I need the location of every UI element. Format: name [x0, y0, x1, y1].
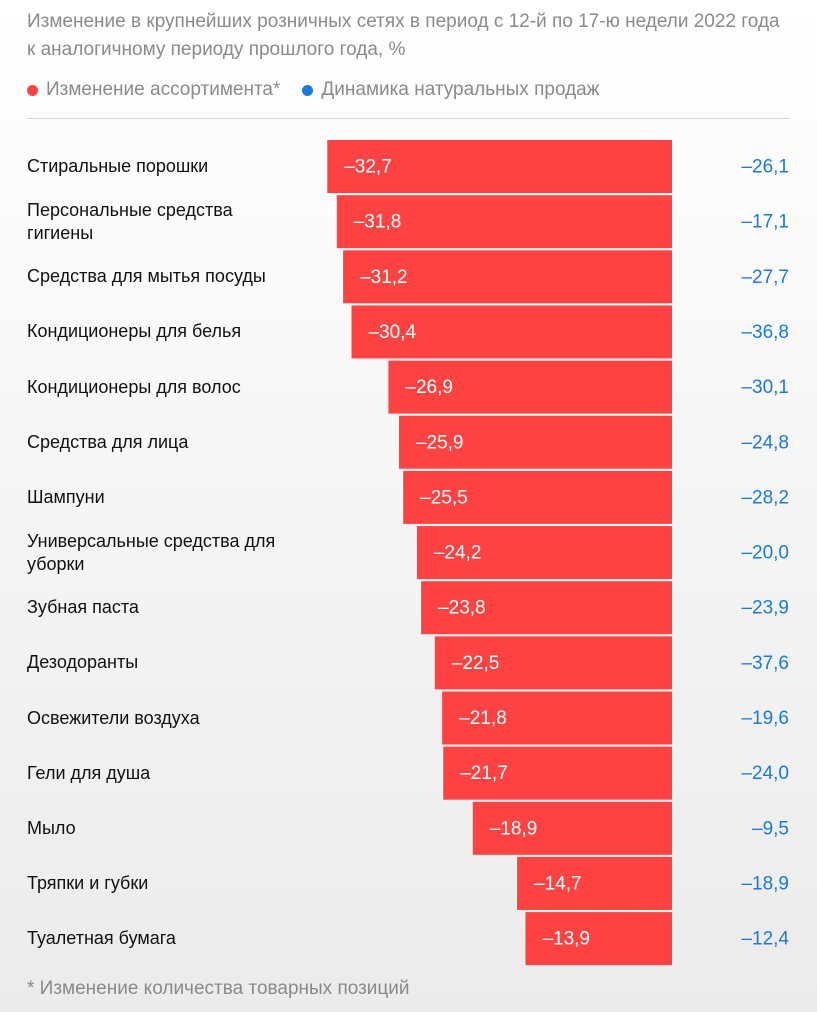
- sales-value-label: –12,4: [741, 929, 789, 950]
- sales-value-label: –26,1: [741, 157, 789, 178]
- bar: [525, 912, 672, 966]
- bar: [421, 581, 672, 635]
- bar: [443, 746, 672, 800]
- category-label: Гели для душа: [27, 762, 151, 783]
- bar-value-label: –13,9: [542, 929, 590, 950]
- sales-value-label: –36,8: [741, 322, 789, 343]
- category-label: Универсальные средства для уборки: [27, 530, 276, 574]
- bar: [388, 360, 672, 414]
- bar-value-label: –18,9: [490, 818, 538, 839]
- sales-value-label: –9,5: [752, 818, 789, 839]
- bar-value-label: –26,9: [405, 377, 453, 398]
- sales-value-label: –20,0: [741, 543, 789, 564]
- legend-label: Динамика натуральных продаж: [321, 79, 600, 100]
- sales-value-label: –27,7: [741, 267, 789, 288]
- bar: [416, 526, 672, 580]
- sales-value-label: –30,1: [741, 377, 789, 398]
- category-label: Стиральные порошки: [27, 156, 209, 176]
- category-label: Освежители воздуха: [27, 707, 200, 728]
- category-label: Зубная паста: [27, 597, 139, 618]
- bar: [343, 250, 672, 304]
- sales-value-label: –24,0: [741, 763, 789, 784]
- category-label: Тряпки и губки: [27, 872, 149, 893]
- legend-item: Динамика натуральных продаж: [302, 79, 599, 101]
- bar-value-label: –14,7: [534, 873, 582, 894]
- sales-value-label: –18,9: [741, 873, 789, 894]
- sales-value-label: –28,2: [741, 487, 789, 508]
- legend-marker: [302, 84, 314, 96]
- sales-value-label: –23,9: [741, 598, 789, 619]
- bar: [336, 195, 672, 249]
- bar: [434, 636, 672, 690]
- sales-value-label: –24,8: [741, 432, 789, 453]
- bar-value-label: –21,8: [459, 708, 507, 729]
- chart-title: Изменение в крупнейших розничных сетях в…: [27, 11, 780, 60]
- category-label: Персональные средства гигиены: [27, 199, 233, 243]
- bar-value-label: –24,2: [434, 543, 482, 564]
- category-label: Шампуни: [27, 486, 105, 507]
- bar-value-label: –21,7: [460, 763, 508, 784]
- sales-value-label: –37,6: [741, 653, 789, 674]
- sales-value-label: –19,6: [741, 708, 789, 729]
- bar-value-label: –31,8: [354, 212, 402, 233]
- bar-value-label: –22,5: [452, 653, 500, 674]
- bar: [351, 305, 672, 359]
- category-label: Средства для лица: [27, 431, 189, 452]
- category-label: Кондиционеры для волос: [27, 376, 241, 397]
- category-label: Средства для мытья посуды: [27, 266, 266, 287]
- bar: [472, 801, 672, 855]
- sales-value-label: –17,1: [741, 212, 789, 233]
- bar-value-label: –23,8: [438, 598, 486, 619]
- category-label: Дезодоранты: [27, 652, 139, 673]
- bar: [517, 856, 672, 910]
- bar-value-label: –31,2: [360, 267, 408, 288]
- bar-value-label: –25,5: [420, 487, 468, 508]
- category-label: Туалетная бумага: [27, 928, 176, 949]
- legend: Изменение ассортимента* Динамика натураль…: [27, 79, 599, 101]
- bar-value-label: –32,7: [344, 157, 392, 178]
- bar: [398, 415, 672, 469]
- legend-marker: [27, 84, 38, 96]
- bar: [327, 140, 672, 193]
- bar: [442, 691, 672, 745]
- footnote: * Изменение количества товарных позиций: [27, 978, 410, 999]
- bar-value-label: –30,4: [368, 322, 416, 343]
- bar-value-label: –25,9: [416, 432, 464, 453]
- category-label: Кондиционеры для белья: [27, 321, 242, 342]
- category-label: Мыло: [27, 817, 76, 838]
- bar: [403, 470, 672, 524]
- separator: [27, 118, 790, 119]
- legend-label: Изменение ассортимента*: [46, 79, 281, 100]
- legend-item: Изменение ассортимента*: [27, 79, 280, 101]
